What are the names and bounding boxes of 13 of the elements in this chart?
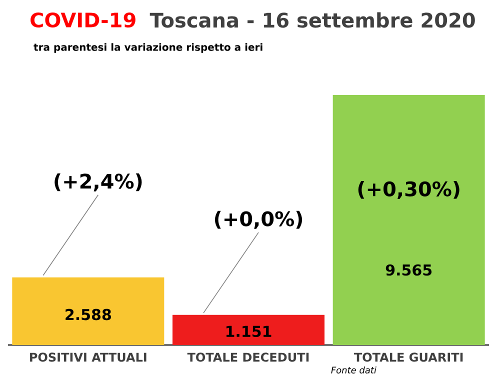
text: tra parentesi la variazione rispetto a ieri — [34, 43, 262, 53]
data-label: 2.588 — [66, 308, 111, 320]
data-label: 1.151 — [226, 326, 272, 338]
x-tick-label: TOTALE GUARITI — [354, 352, 463, 362]
chart-subtitle: Toscana - 16 settembre 2020 — [150, 12, 475, 28]
source-note: Fonte dati — [331, 366, 376, 374]
chart-title: COVID-19 — [30, 12, 136, 28]
data-label: 9.565 — [386, 264, 432, 276]
annotation: (+2,4%) — [54, 173, 142, 192]
x-tick-label: POSITIVI ATTUALI — [30, 352, 146, 362]
annotation: (+0,0%) — [214, 210, 302, 229]
x-tick-label: TOTALE DECEDUTI — [187, 352, 309, 362]
annotation: (+0,30%) — [358, 181, 460, 200]
